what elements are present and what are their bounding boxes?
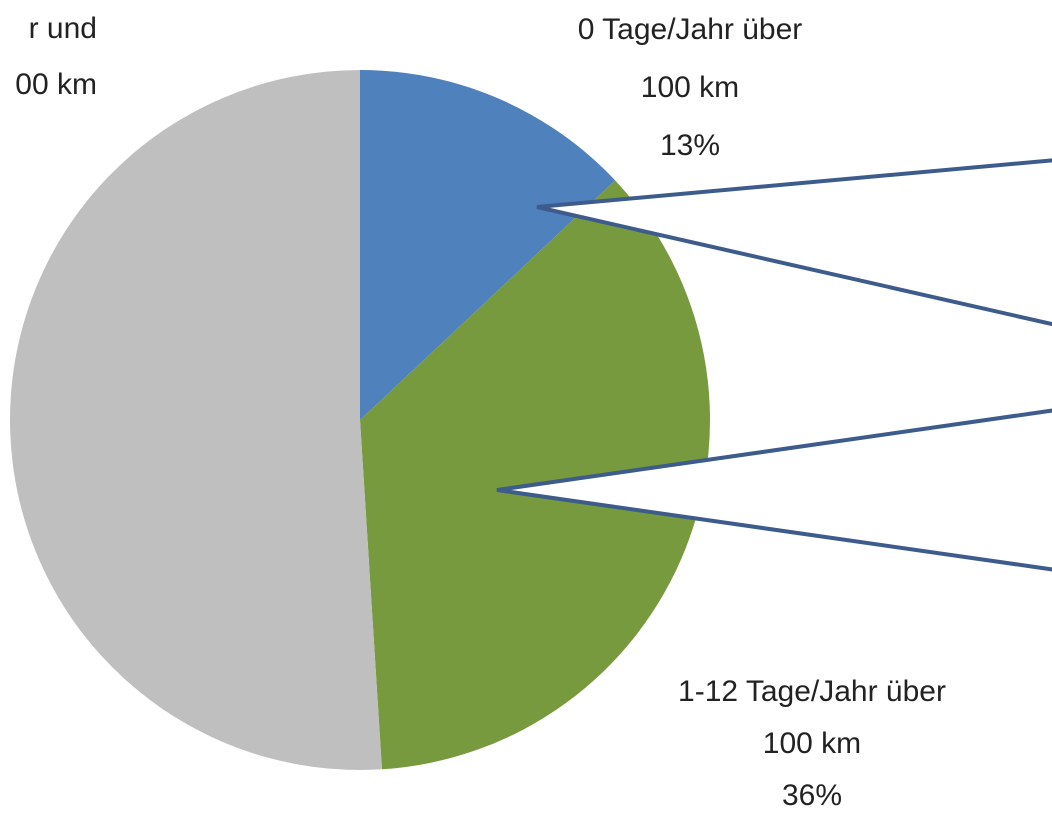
slice-label: 0 Tage/Jahr über	[578, 13, 803, 46]
slice-label: 100 km	[763, 727, 861, 760]
labels: 0 Tage/Jahr über 100 km 13% 1-12 Tage/Jahr …	[15, 12, 946, 812]
pie-slice	[360, 70, 616, 420]
slice-label: 1-12 Tage/Jahr über	[678, 675, 946, 708]
pie-slice	[360, 180, 711, 770]
slice-label: 00 km	[15, 68, 97, 101]
slice-label: r und	[29, 12, 97, 45]
callouts	[496, 158, 1052, 572]
callout	[536, 158, 1052, 327]
pie-slice	[9, 70, 382, 770]
value-label: 13%	[660, 129, 720, 162]
callout	[496, 408, 1052, 572]
slice-label: 100 km	[641, 71, 739, 104]
pie	[9, 70, 711, 770]
value-label: 36%	[782, 779, 842, 812]
